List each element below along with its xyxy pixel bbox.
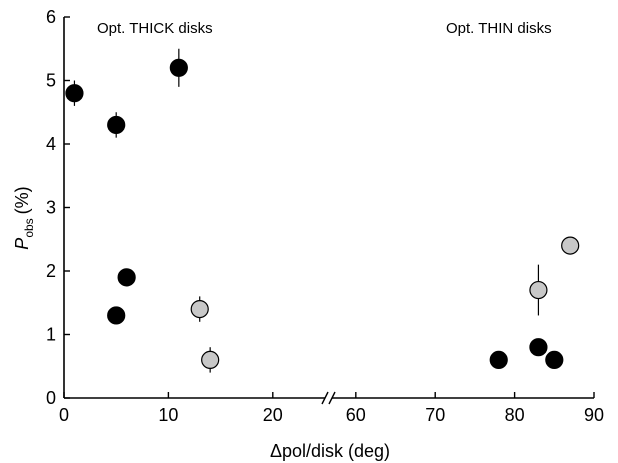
x-tick-label: 80 xyxy=(505,405,525,425)
y-axis-title-unit: (%) xyxy=(12,186,32,214)
y-tick-label: 1 xyxy=(46,325,56,345)
y-axis-title-subscript: obs xyxy=(22,218,36,237)
y-tick-label: 3 xyxy=(46,198,56,218)
x-tick-label: 60 xyxy=(346,405,366,425)
data-point-grey xyxy=(561,236,580,255)
y-axis-title-symbol: P xyxy=(12,238,32,250)
annotation-thin-disks: Opt. THIN disks xyxy=(446,20,552,37)
axis-break-slash-left xyxy=(321,391,329,405)
y-axis-title: Pobs (%) xyxy=(12,186,36,249)
data-point-filled xyxy=(117,268,136,287)
data-point-filled xyxy=(489,350,508,369)
y-tick-label: 2 xyxy=(46,261,56,281)
data-point-filled xyxy=(107,306,126,325)
data-points xyxy=(65,58,580,369)
x-tick-label: 90 xyxy=(584,405,604,425)
data-point-grey xyxy=(529,280,548,300)
data-point-grey xyxy=(190,300,209,319)
x-tick-label: 20 xyxy=(263,405,283,425)
error-bars xyxy=(73,48,571,373)
axis-break-marker xyxy=(321,391,336,405)
x-tick-label: 10 xyxy=(158,405,178,425)
ticks xyxy=(63,16,595,399)
data-point-filled xyxy=(529,338,548,357)
data-point-filled xyxy=(169,58,188,77)
data-point-filled xyxy=(107,115,126,135)
y-tick-label: 6 xyxy=(46,7,56,27)
x-tick-label: 0 xyxy=(59,405,69,425)
x-tick-label: 70 xyxy=(425,405,445,425)
data-point-filled xyxy=(65,84,84,103)
data-point-filled xyxy=(545,350,564,369)
x-axis-title: Δpol/disk (deg) xyxy=(270,441,390,461)
y-tick-label: 4 xyxy=(46,134,56,154)
annotation-thick-disks: Opt. THICK disks xyxy=(97,20,213,37)
axes xyxy=(63,17,594,405)
svg-text:Pobs(%): Pobs (%) xyxy=(12,186,36,249)
axis-break-slash-right xyxy=(328,391,336,405)
y-tick-label: 0 xyxy=(46,388,56,408)
data-point-grey xyxy=(201,350,220,369)
y-tick-label: 5 xyxy=(46,71,56,91)
